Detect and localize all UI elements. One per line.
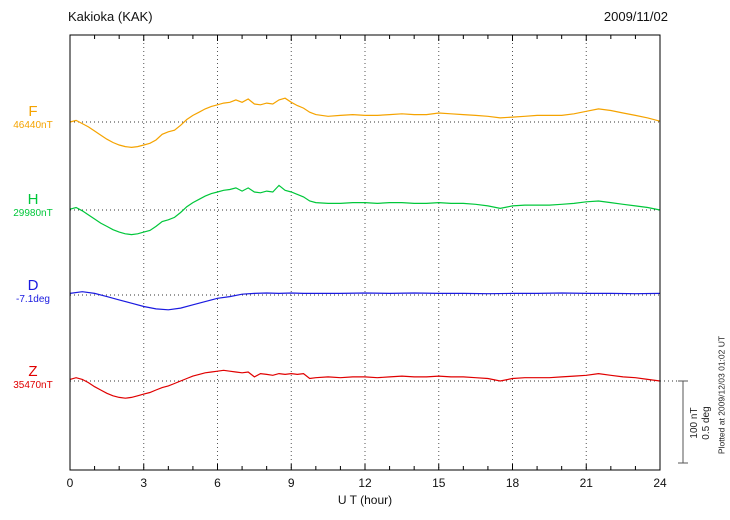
x-tick-label: 15 bbox=[432, 476, 446, 490]
plot-date: 2009/11/02 bbox=[603, 9, 668, 24]
series-label-H: H 29980nT bbox=[2, 191, 64, 220]
plot-frame bbox=[69, 34, 661, 471]
series-letter-H: H bbox=[27, 191, 39, 208]
series-label-Z: Z 35470nT bbox=[2, 363, 64, 392]
series-letter-Z: Z bbox=[28, 363, 38, 380]
series-baseline-Z: 35470nT bbox=[13, 380, 53, 391]
x-tick-label: 21 bbox=[579, 476, 593, 490]
scale-bar-label-nt: 100 nT bbox=[689, 407, 700, 439]
trace-F bbox=[69, 97, 661, 149]
x-axis-label: U T (hour) bbox=[337, 493, 393, 507]
x-tick-label: 0 bbox=[66, 476, 74, 490]
series-label-D: D -7.1deg bbox=[2, 277, 64, 306]
trace-Z bbox=[69, 369, 661, 399]
series-baseline-H: 29980nT bbox=[13, 208, 53, 219]
plotted-at-note: Plotted at 2009/12/03 01:02 UT bbox=[716, 335, 727, 455]
series-baseline-F: 46440nT bbox=[13, 120, 53, 131]
series-baseline-D: -7.1deg bbox=[16, 294, 50, 305]
x-tick-label: 12 bbox=[358, 476, 372, 490]
series-letter-F: F bbox=[28, 103, 38, 120]
scale-bar-label-deg: 0.5 deg bbox=[701, 406, 712, 440]
trace-D bbox=[69, 291, 661, 311]
station-title: Kakioka (KAK) bbox=[68, 9, 153, 24]
series-letter-D: D bbox=[27, 277, 39, 294]
trace-H bbox=[69, 184, 661, 236]
x-tick-label: 6 bbox=[214, 476, 221, 490]
x-tick-label: 9 bbox=[287, 476, 295, 490]
x-tick-label: 18 bbox=[505, 476, 520, 490]
x-tick-label: 24 bbox=[653, 476, 667, 490]
x-tick-label: 3 bbox=[140, 476, 148, 490]
scale-bar-label: 100 nT 0.5 deg bbox=[689, 378, 715, 468]
series-label-F: F 46440nT bbox=[2, 103, 64, 132]
